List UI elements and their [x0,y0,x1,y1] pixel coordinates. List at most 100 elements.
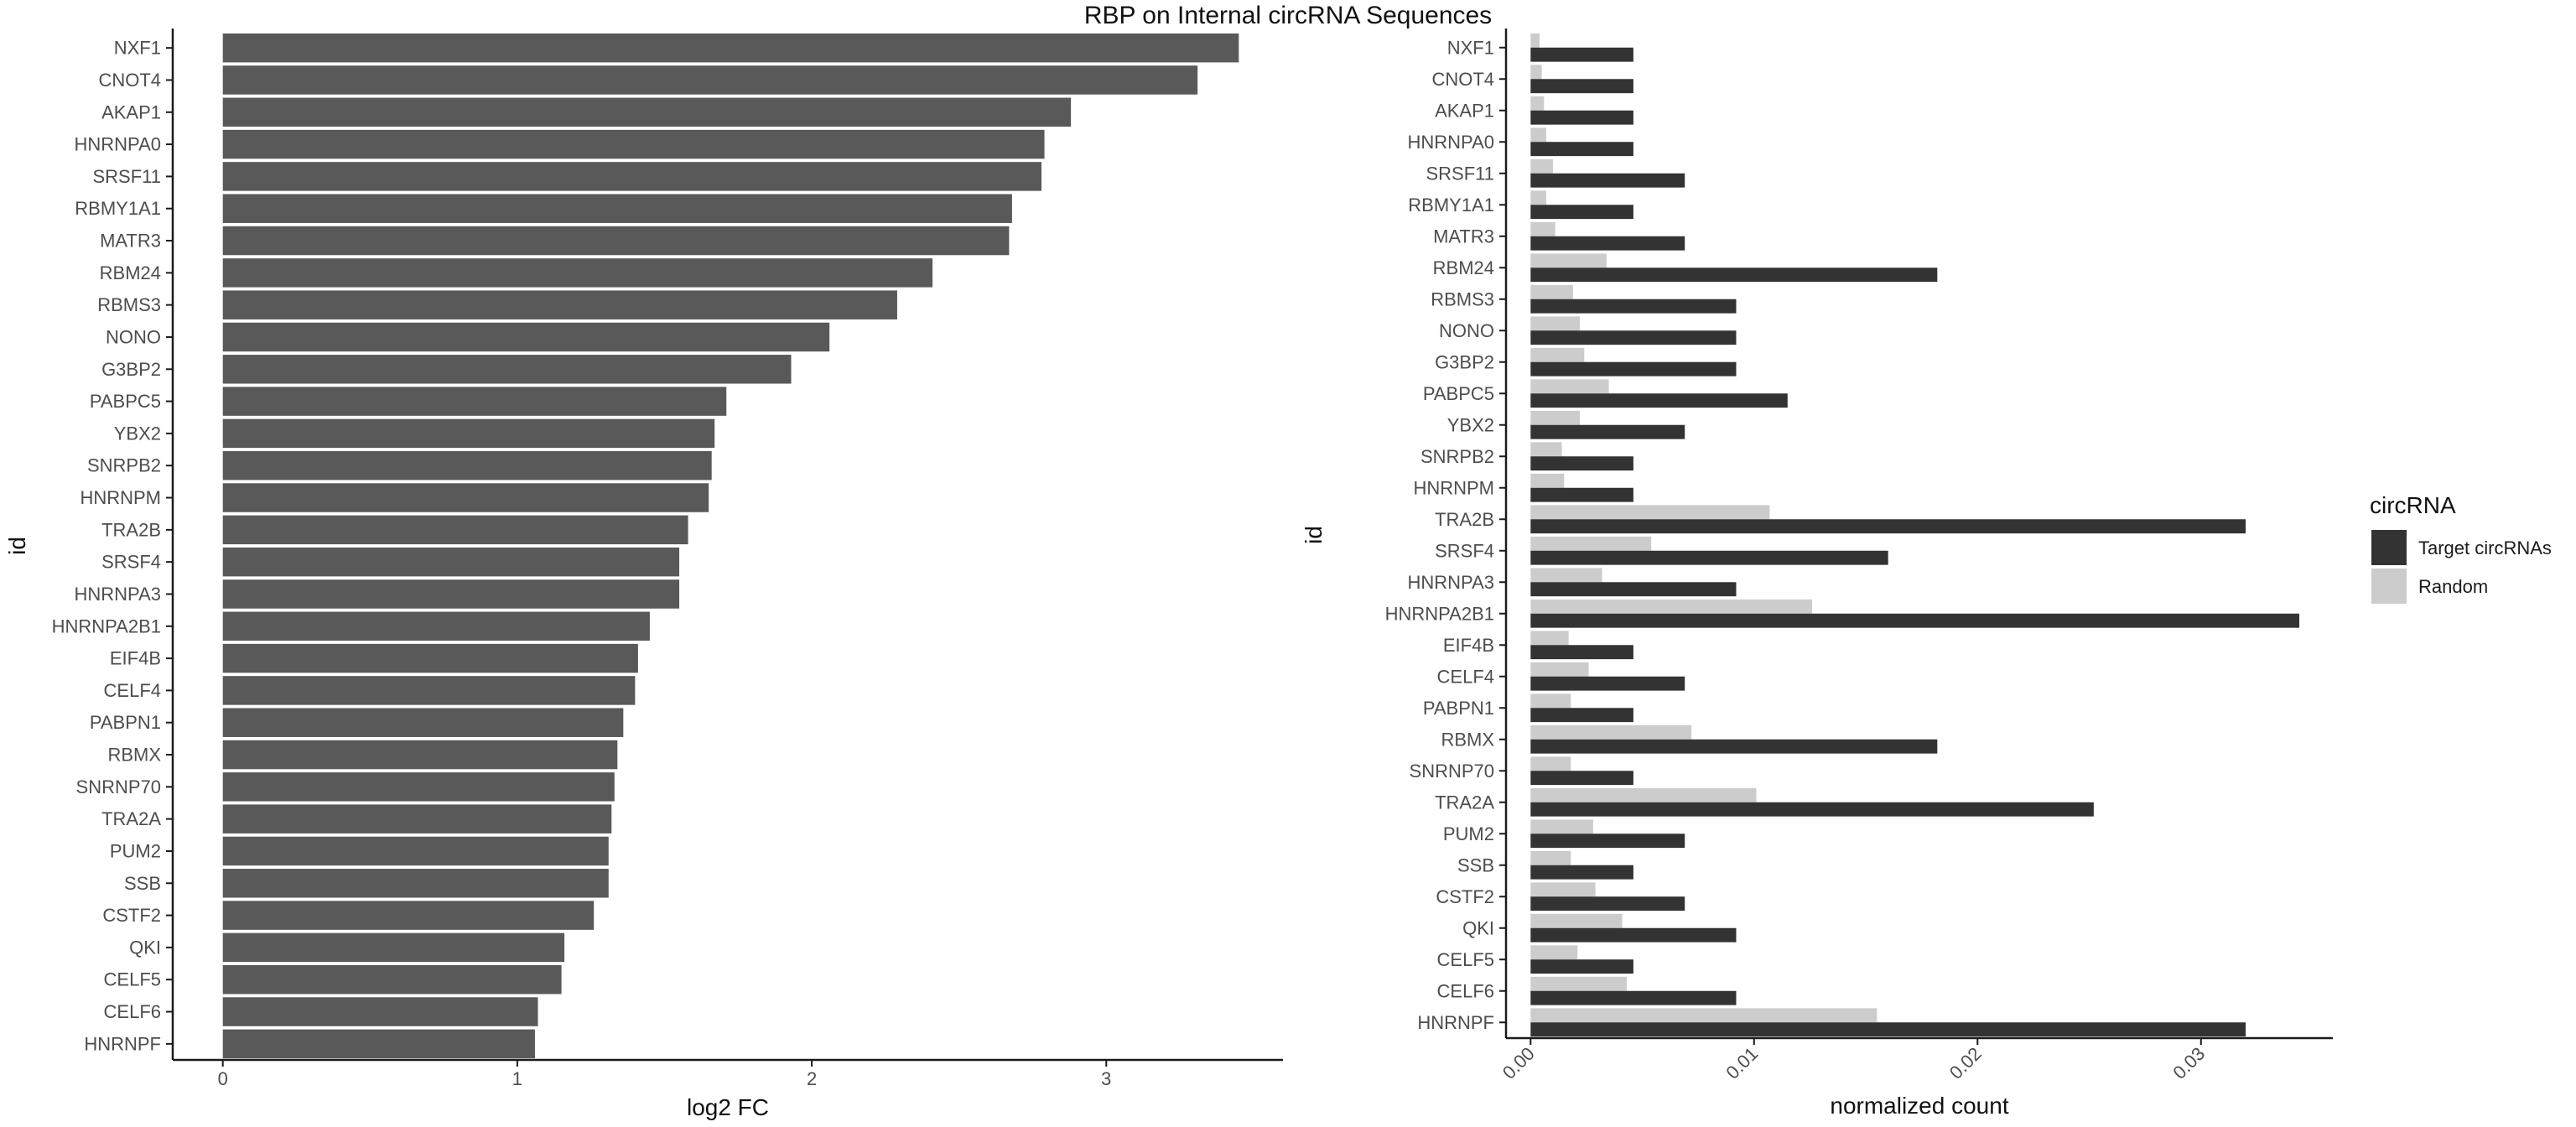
y-tick-label: EIF4B [1443,635,1494,656]
y-tick-label: CELF4 [104,680,161,701]
bar-target-snrpb2 [1530,456,1633,471]
y-tick-label: YBX2 [114,423,161,444]
y-tick-label: HNRNPM [80,487,161,508]
y-tick-label: CNOT4 [1431,69,1494,90]
x-tick-label: 0.00 [1498,1043,1539,1083]
y-axis-title: id [4,537,30,555]
legend: circRNA Target circRNAs Random [2370,492,2552,604]
bar-target-srsf4 [1530,550,1888,565]
bar-target-hnrnpm [1530,487,1633,502]
bar-target-nono [1530,330,1737,345]
y-tick-label: RBMX [1441,729,1494,750]
bar-target-ybx2 [1530,424,1685,439]
bar-celf5 [222,964,562,995]
bar-random-rbmx [1530,724,1692,740]
y-tick-label: TRA2B [1435,509,1494,530]
bar-random-snrpb2 [1530,442,1562,457]
y-tick-label: QKI [1462,917,1494,938]
bar-target-matr3 [1530,236,1685,251]
legend-swatch-random [2371,569,2407,604]
y-axis-title: id [1301,526,1327,544]
bar-target-cstf2 [1530,896,1685,911]
y-tick-label: SRSF11 [1426,163,1494,184]
y-tick-label: RBMY1A1 [75,198,161,219]
bar-target-hnrnpa0 [1530,142,1633,157]
y-tick-label: SNRNP70 [1410,761,1494,782]
bar-ssb [222,869,609,898]
bar-random-cstf2 [1530,882,1596,897]
y-tick-label: NXF1 [114,38,161,59]
y-tick-label: PABPC5 [90,391,161,412]
bar-tra2a [222,804,612,834]
bar-pabpc5 [222,387,727,416]
bar-random-ssb [1530,850,1571,865]
bar-target-snrnp70 [1530,771,1633,786]
bar-random-srsf4 [1530,536,1652,551]
x-tick-label: 0 [218,1068,228,1089]
y-tick-label: HNRNPA2B1 [1385,603,1494,624]
bar-random-qki [1530,913,1623,928]
y-tick-label: G3BP2 [101,359,161,380]
bar-target-eif4b [1530,645,1633,660]
bar-random-snrnp70 [1530,756,1571,771]
y-tick-label: SRSF4 [1435,540,1494,561]
bar-pum2 [222,836,609,866]
y-tick-label: HNRNPF [1417,1012,1494,1033]
legend-label-random: Random [2418,576,2488,597]
y-tick-label: MATR3 [1433,226,1494,247]
y-tick-label: PABPN1 [1423,698,1494,719]
bar-target-hnrnpf [1530,1022,2246,1037]
bar-random-pabpn1 [1530,693,1571,709]
y-tick-label: PUM2 [110,840,161,861]
bar-random-pabpc5 [1530,379,1609,394]
right-panel-normalized-count: NXF1 CNOT4 AKAP1 HNRNPA0 SRSF11 RBMY1A1 MATR3 R… [1301,29,2333,1119]
y-tick-label: RBMX [107,745,161,766]
bar-random-g3bp2 [1530,347,1585,362]
y-tick-label: RBM24 [100,262,161,283]
y-tick-label: AKAP1 [1435,100,1494,121]
bar-target-rbmy1a1 [1530,205,1633,220]
y-tick-label: RBMS3 [97,294,161,315]
bar-g3bp2 [222,355,792,384]
legend-label-target: Target circRNAs [2418,538,2552,558]
bar-target-srsf11 [1530,173,1685,188]
bar-ybx2 [222,418,715,449]
bar-random-pum2 [1530,819,1593,834]
bar-snrpb2 [222,450,712,480]
y-tick-label: TRA2A [1435,792,1494,813]
y-tick-label: QKI [129,937,161,958]
x-tick-label: 0.02 [1945,1043,1986,1083]
bar-hnrnpa2b1 [222,611,650,641]
bar-random-celf6 [1530,976,1627,991]
y-tick-label: AKAP1 [101,101,161,122]
bar-target-hnrnpa3 [1530,582,1737,597]
y-tick-label: CELF6 [1437,980,1494,1001]
y-tick-label: SNRPB2 [1420,446,1494,467]
bar-random-ybx2 [1530,410,1580,425]
bar-random-nxf1 [1530,33,1540,48]
bar-rbmy1a1 [222,194,1012,223]
y-tick-label: HNRNPA0 [74,134,161,155]
bar-random-rbm24 [1530,253,1607,268]
x-axis-title: log2 FC [687,1094,769,1120]
bar-target-akap1 [1530,110,1633,125]
bar-hnrnpm [222,483,709,512]
y-tick-label: HNRNPA3 [74,584,161,605]
bar-random-celf5 [1530,945,1578,960]
y-tick-label: SRSF11 [92,166,161,187]
left-panel-log2fc: NXF1 CNOT4 AKAP1 HNRNPA0 SRSF11 RBMY1A1 MATR3 R… [4,29,1283,1120]
bar-target-hnrnpa2b1 [1530,613,2300,628]
bar-random-matr3 [1530,221,1555,236]
y-tick-label: NONO [106,326,161,347]
bar-eif4b [222,643,638,673]
y-tick-label: CSTF2 [1436,886,1494,907]
bar-nxf1 [222,33,1239,63]
bar-target-rbms3 [1530,299,1737,314]
x-tick-label: 3 [1101,1068,1111,1089]
y-tick-label: NXF1 [1447,37,1494,58]
bar-tra2b [222,515,688,545]
y-tick-label: CSTF2 [102,905,161,926]
y-tick-label: CELF5 [1437,949,1494,970]
bar-snrnp70 [222,772,615,802]
bar-rbm24 [222,258,933,288]
